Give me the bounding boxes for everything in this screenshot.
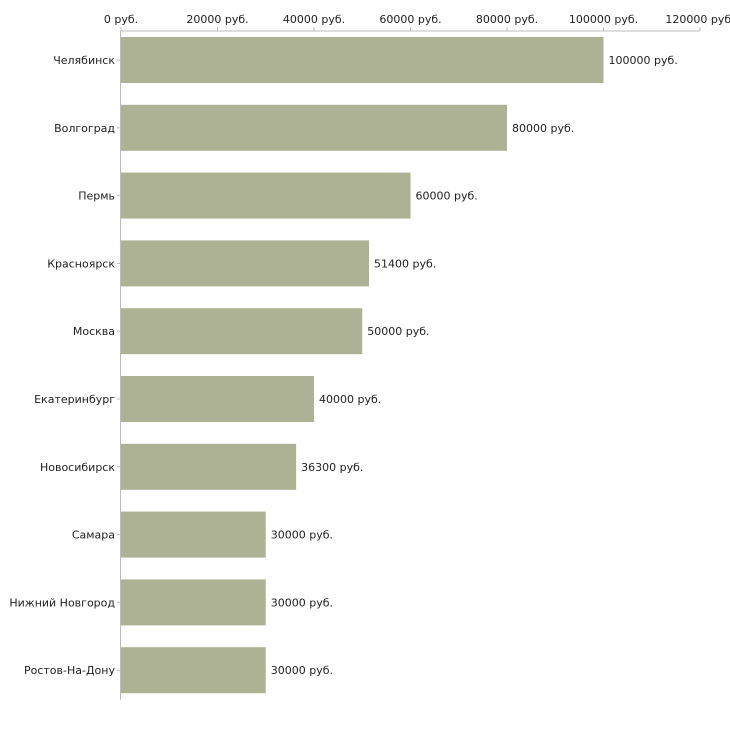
bar-value-label: 50000 руб.: [367, 325, 429, 338]
bar: [121, 511, 266, 558]
category-label: Новосибирск: [40, 461, 115, 474]
bar: [121, 37, 604, 83]
category-label: Челябинск: [53, 54, 115, 67]
bar-value-label: 40000 руб.: [319, 393, 381, 406]
x-axis: 0 руб. 20000 руб. 40000 руб. 60000 руб. 8000…: [104, 13, 730, 32]
category-label: Волгоград: [54, 122, 115, 135]
x-tick-label: 60000 руб.: [379, 13, 441, 26]
bars: 100000 руб. 80000 руб. 60000 руб. 51400 руб…: [121, 37, 678, 694]
x-tick-label: 80000 руб.: [476, 13, 538, 26]
category-label: Самара: [72, 529, 115, 542]
category-label: Пермь: [78, 190, 115, 203]
category-label: Красноярск: [47, 257, 115, 270]
bar: [121, 647, 266, 694]
bar: [121, 579, 266, 626]
category-label: Нижний Новгород: [9, 596, 115, 609]
bar: [121, 240, 370, 287]
bar-value-label: 30000 руб.: [271, 596, 333, 609]
category-label: Ростов-На-Дону: [24, 664, 115, 677]
x-tick-label: 20000 руб.: [186, 13, 248, 26]
x-tick-label: 40000 руб.: [283, 13, 345, 26]
bar-value-label: 80000 руб.: [512, 122, 574, 135]
bar-value-label: 60000 руб.: [416, 190, 478, 203]
x-tick-label: 120000 руб.: [665, 13, 730, 26]
bar: [121, 104, 507, 151]
category-label: Москва: [73, 325, 115, 338]
category-label: Екатеринбург: [34, 393, 115, 406]
x-tick-label: 100000 руб.: [569, 13, 638, 26]
bar-value-label: 30000 руб.: [271, 529, 333, 542]
bar: [121, 308, 363, 355]
bar-value-label: 36300 руб.: [301, 461, 363, 474]
bar: [121, 376, 314, 422]
bar-value-label: 51400 руб.: [374, 257, 436, 270]
bar-value-label: 30000 руб.: [271, 664, 333, 677]
bar: [121, 443, 297, 490]
x-tick-label: 0 руб.: [104, 13, 138, 26]
bar-value-label: 100000 руб.: [609, 54, 678, 67]
bar: [121, 172, 411, 219]
y-axis: Челябинск Волгоград Пермь Красноярск Москва Е…: [9, 31, 121, 700]
